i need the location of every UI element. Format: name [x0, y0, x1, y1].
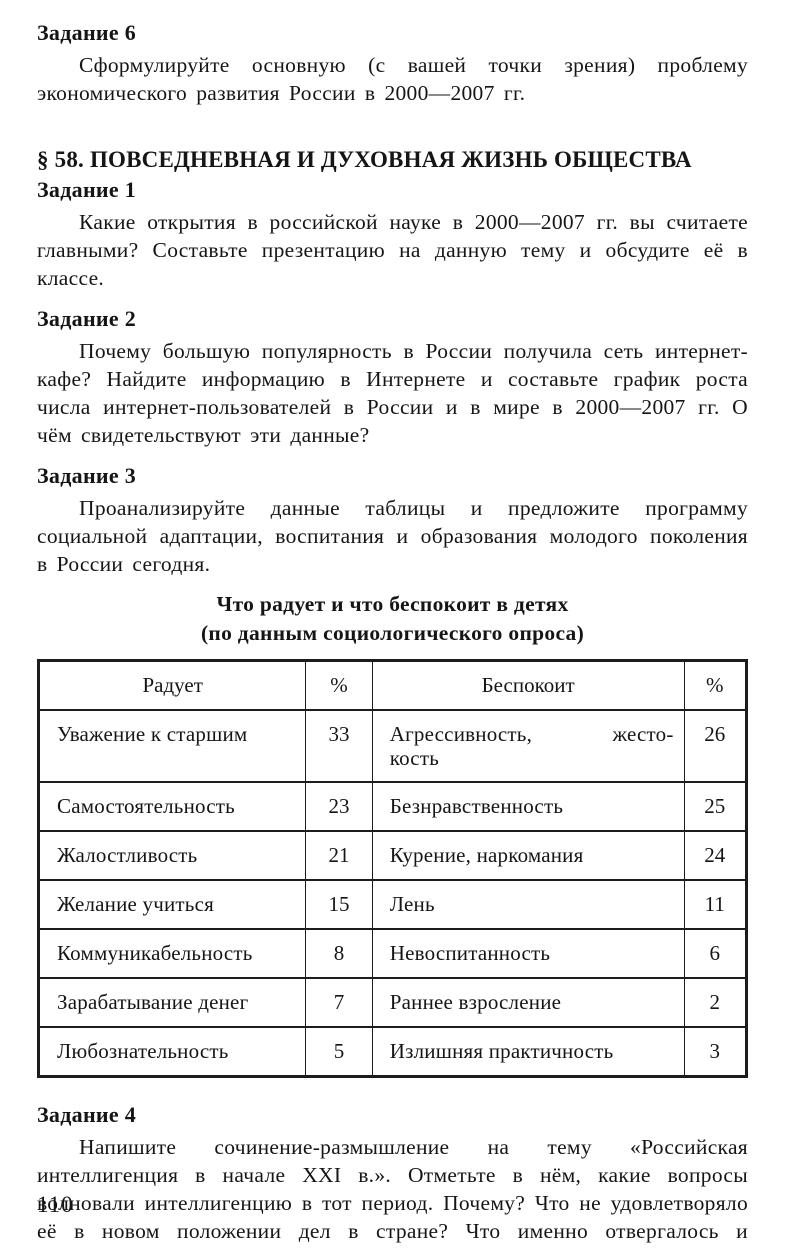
table-title-line2: (по данным социологического опроса) [200, 621, 585, 645]
table-cell-worry: Курение, наркомания [371, 830, 685, 881]
task-4-heading: Задание 4 [37, 1102, 137, 1127]
table-row: Самостоятельность 23 Безнравственность 2… [37, 781, 748, 832]
table-cell-worry-pct: 2 [683, 977, 748, 1028]
table-cell-please: Жалостливость [37, 830, 307, 881]
table-cell-please: Коммуникабельность [37, 928, 307, 979]
table-row: Любознательность 5 Излишняя практичность… [37, 1026, 748, 1078]
table-title-line1: Что радует и что беспокоит в детях [216, 592, 569, 616]
table-title: Что радует и что беспокоит в детях (по д… [37, 590, 748, 648]
task-3-block: Задание 3 Проанализируйте данные таблицы… [37, 463, 748, 578]
col-header-worry-pct: % [683, 659, 748, 711]
task-2-block: Задание 2 Почему большую популярность в … [37, 306, 748, 449]
table-cell-please-pct: 5 [305, 1026, 373, 1078]
worry-line-1: Агрессивность, жесто- [390, 722, 674, 746]
table-cell-worry-pct: 3 [683, 1026, 748, 1078]
table-row: Коммуникабельность 8 Невоспитанность 6 [37, 928, 748, 979]
table-cell-please: Зарабатывание денег [37, 977, 307, 1028]
table-cell-worry: Невоспитанность [371, 928, 685, 979]
table-cell-worry-pct: 26 [683, 709, 748, 783]
task-1-text: Какие открытия в российской науке в 2000… [37, 210, 748, 290]
table-row: Уважение к старшим 33 Агрессивность, жес… [37, 709, 748, 783]
task-6-heading: Задание 6 [37, 20, 137, 45]
task-3-text: Проанализируйте данные таблицы и предлож… [37, 496, 748, 576]
task-1-block: Задание 1 Какие открытия в российской на… [37, 177, 748, 292]
table-cell-worry: Агрессивность, жесто- кость [371, 709, 685, 783]
table-row: Жалостливость 21 Курение, наркомания 24 [37, 830, 748, 881]
survey-table: Радует % Беспокоит % Уважение к старшим … [37, 659, 748, 1078]
section-heading: § 58. ПОВСЕДНЕВНАЯ И ДУХОВНАЯ ЖИЗНЬ ОБЩЕ… [37, 147, 692, 172]
task-6-block: Задание 6 Сформулируйте основную (с ваше… [37, 20, 748, 107]
table-cell-please-pct: 23 [305, 781, 373, 832]
col-header-please-pct: % [305, 659, 373, 711]
table-cell-please-pct: 33 [305, 709, 373, 783]
page-number: 110 [37, 1192, 74, 1217]
table-cell-worry-pct: 11 [683, 879, 748, 930]
worry-text-part: жесто- [612, 722, 674, 746]
table-cell-worry-pct: 6 [683, 928, 748, 979]
table-cell-please-pct: 15 [305, 879, 373, 930]
col-header-worry: Беспокоит [371, 659, 685, 711]
worry-text-part: Агрессивность, [389, 722, 533, 746]
table-cell-please-pct: 8 [305, 928, 373, 979]
table-cell-worry: Безнравственность [371, 781, 685, 832]
task-2-heading: Задание 2 [37, 306, 137, 331]
task-3-heading: Задание 3 [37, 463, 137, 488]
task-6-text: Сформулируйте основную (с вашей точки зр… [37, 53, 748, 105]
table-row: Желание учиться 15 Лень 11 [37, 879, 748, 930]
task-1-heading: Задание 1 [37, 177, 137, 202]
table-row: Зарабатывание денег 7 Раннее взросление … [37, 977, 748, 1028]
table-cell-please: Уважение к старшим [37, 709, 307, 783]
task-2-text: Почему большую популярность в России пол… [37, 339, 748, 447]
table-cell-worry-pct: 24 [683, 830, 748, 881]
table-cell-worry: Лень [371, 879, 685, 930]
table-cell-worry-pct: 25 [683, 781, 748, 832]
table-header-row: Радует % Беспокоит % [37, 659, 748, 711]
table-cell-worry: Раннее взросление [371, 977, 685, 1028]
col-header-please: Радует [37, 659, 307, 711]
table-cell-worry: Излишняя практичность [371, 1026, 685, 1078]
table-cell-please-pct: 7 [305, 977, 373, 1028]
task-4-text: Напишите сочинение-размышление на тему «… [37, 1135, 748, 1252]
task-4-block: Задание 4 Напишите сочинение-размышление… [37, 1102, 748, 1252]
table-cell-please: Любознательность [37, 1026, 307, 1078]
table-cell-please: Самостоятельность [37, 781, 307, 832]
worry-line-2: кость [389, 746, 439, 770]
table-cell-please: Желание учиться [37, 879, 307, 930]
table-cell-please-pct: 21 [305, 830, 373, 881]
